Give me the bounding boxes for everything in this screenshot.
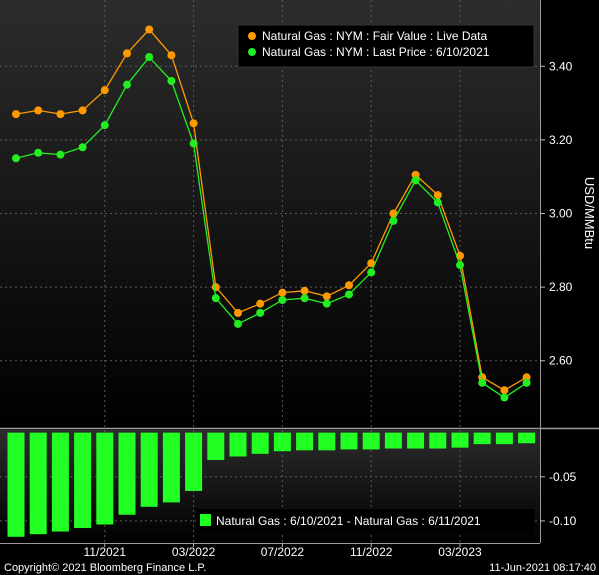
bar bbox=[362, 432, 380, 450]
series-point-2 bbox=[189, 139, 198, 148]
series-point-1 bbox=[411, 170, 420, 179]
x-tick-label: 11/2022 bbox=[350, 545, 393, 559]
bar bbox=[340, 432, 358, 450]
y-tick-label: -0.10 bbox=[549, 514, 577, 528]
y-tick-label: 3.20 bbox=[549, 133, 573, 147]
bar bbox=[74, 432, 92, 528]
x-tick-label: 07/2022 bbox=[261, 545, 305, 559]
series-point-2 bbox=[12, 154, 20, 163]
series-point-1 bbox=[389, 209, 398, 218]
series-point-1 bbox=[256, 299, 265, 308]
bar bbox=[140, 432, 158, 507]
bar bbox=[207, 432, 225, 461]
bar bbox=[51, 432, 69, 532]
x-tick-label: 03/2022 bbox=[172, 545, 216, 559]
series-point-1 bbox=[189, 119, 198, 128]
bar bbox=[251, 432, 269, 454]
y-tick-label: 2.60 bbox=[549, 354, 573, 368]
series-point-1 bbox=[500, 386, 509, 395]
series-point-2 bbox=[522, 378, 531, 387]
series-point-2 bbox=[300, 294, 309, 303]
series-point-2 bbox=[123, 80, 131, 89]
series-point-1 bbox=[367, 259, 376, 268]
series-point-1 bbox=[234, 308, 242, 317]
series-point-2 bbox=[78, 143, 87, 152]
bar bbox=[495, 432, 513, 445]
bar bbox=[162, 432, 180, 503]
series-point-1 bbox=[123, 49, 131, 58]
legend-label: Natural Gas : NYM : Last Price : 6/10/20… bbox=[262, 45, 490, 59]
series-point-2 bbox=[211, 294, 220, 303]
series-point-1 bbox=[56, 110, 65, 119]
series-point-2 bbox=[411, 176, 420, 185]
series-point-1 bbox=[167, 51, 176, 60]
series-point-1 bbox=[522, 373, 531, 382]
bar bbox=[384, 432, 402, 449]
series-point-2 bbox=[345, 290, 353, 299]
legend-marker bbox=[248, 32, 256, 40]
series-point-2 bbox=[389, 216, 398, 225]
series-point-2 bbox=[278, 296, 287, 305]
bar bbox=[7, 432, 25, 537]
y-axis-label: USD/MMBtu bbox=[582, 177, 597, 249]
series-point-1 bbox=[322, 292, 331, 301]
series-point-2 bbox=[433, 198, 442, 207]
series-point-1 bbox=[145, 25, 154, 34]
x-tick-label: 11/2021 bbox=[84, 545, 127, 559]
series-point-1 bbox=[300, 286, 309, 295]
legend-box bbox=[237, 24, 535, 68]
bar bbox=[29, 432, 47, 535]
y-tick-label: 3.40 bbox=[549, 59, 573, 73]
series-line-1 bbox=[15, 28, 527, 391]
series-point-2 bbox=[322, 299, 331, 308]
bar bbox=[118, 432, 136, 515]
series-point-2 bbox=[478, 378, 487, 387]
y-tick-label: 2.80 bbox=[549, 280, 573, 294]
series-point-1 bbox=[34, 106, 43, 115]
bar bbox=[429, 432, 447, 449]
bar-legend-box bbox=[196, 509, 534, 533]
series-point-2 bbox=[34, 148, 43, 157]
series-point-2 bbox=[145, 53, 154, 62]
series-point-2 bbox=[456, 261, 464, 270]
x-tick-label: 03/2023 bbox=[438, 545, 482, 559]
series-point-2 bbox=[167, 76, 176, 85]
series-point-1 bbox=[278, 288, 287, 297]
series-point-1 bbox=[211, 283, 220, 292]
bar bbox=[96, 432, 114, 525]
series-point-2 bbox=[56, 150, 65, 159]
series-point-1 bbox=[12, 110, 20, 119]
bar bbox=[273, 432, 291, 452]
series-point-2 bbox=[367, 268, 376, 277]
series-point-2 bbox=[256, 308, 265, 317]
timestamp-text: 11-Jun-2021 08:17:40 bbox=[489, 562, 596, 574]
bar bbox=[229, 432, 247, 457]
bar bbox=[296, 432, 314, 451]
series-point-1 bbox=[100, 86, 109, 95]
bar-legend-marker bbox=[200, 514, 211, 526]
y-tick-label: -0.05 bbox=[549, 470, 577, 484]
copyright-text: Copyright© 2021 Bloomberg Finance L.P. bbox=[4, 562, 206, 574]
bar bbox=[185, 432, 203, 491]
bar bbox=[518, 432, 536, 444]
series-line-2 bbox=[15, 56, 527, 399]
bar bbox=[451, 432, 469, 448]
bar bbox=[318, 432, 336, 451]
legend-label: Natural Gas : NYM : Fair Value : Live Da… bbox=[262, 29, 488, 43]
legend-marker bbox=[248, 48, 256, 56]
bar bbox=[473, 432, 491, 445]
series-point-2 bbox=[100, 121, 109, 130]
series-point-2 bbox=[234, 319, 242, 328]
y-tick-label: 3.00 bbox=[549, 207, 573, 221]
bar bbox=[407, 432, 425, 449]
series-point-1 bbox=[433, 191, 442, 200]
series-point-1 bbox=[345, 281, 353, 290]
series-point-2 bbox=[500, 393, 509, 402]
series-point-1 bbox=[78, 106, 87, 115]
bar-legend-label: Natural Gas : 6/10/2021 - Natural Gas : … bbox=[216, 514, 481, 528]
